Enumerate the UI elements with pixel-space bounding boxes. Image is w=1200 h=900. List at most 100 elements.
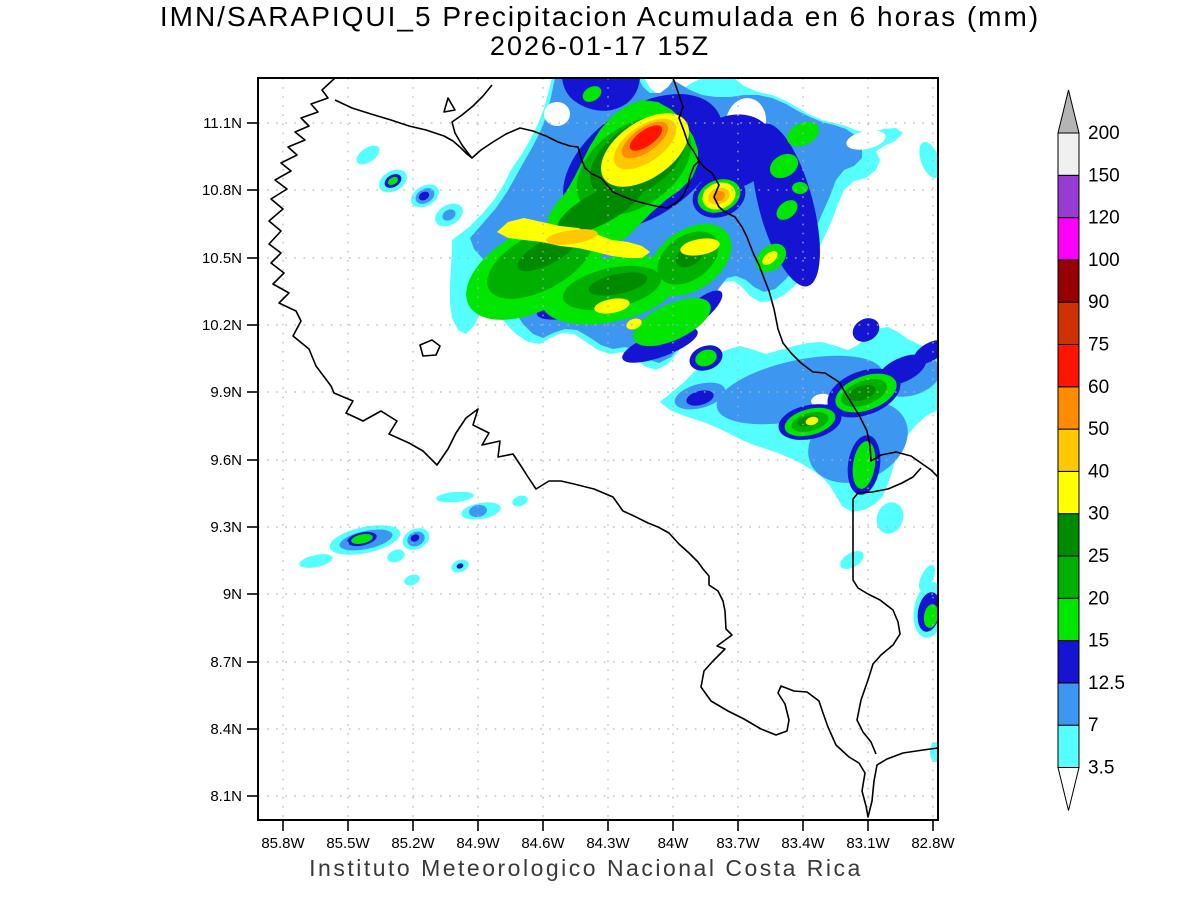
colorbar-segment bbox=[1057, 555, 1080, 599]
colorbar-segment bbox=[1057, 386, 1080, 430]
colorbar-level-label: 7 bbox=[1088, 715, 1099, 736]
colorbar-segment bbox=[1057, 724, 1080, 769]
lon-tick-label: 82.8W bbox=[911, 835, 955, 852]
precip-contour-fill bbox=[356, 145, 380, 165]
precip-contour-fill bbox=[776, 200, 798, 220]
precip-contour-fill bbox=[919, 141, 938, 179]
precip-contour-fill bbox=[546, 229, 598, 245]
colorbar-level-label: 100 bbox=[1088, 250, 1120, 271]
coastline-path bbox=[419, 339, 441, 357]
precip-contour-fill bbox=[436, 491, 474, 503]
lat-tick-label: 9.9N bbox=[210, 384, 242, 401]
precip-contour-fill bbox=[594, 298, 630, 314]
precip-contour-fill bbox=[805, 416, 819, 426]
precip-contour-fill bbox=[351, 534, 373, 544]
colorbar-segment bbox=[1057, 428, 1080, 472]
colorbar-level-label: 200 bbox=[1088, 123, 1120, 144]
coastline-path bbox=[672, 78, 938, 478]
colorbar-level-label: 12.5 bbox=[1088, 673, 1125, 694]
precip-contour-fill bbox=[588, 272, 648, 296]
colorbar-level-label: 75 bbox=[1088, 335, 1109, 356]
lat-tick-label: 11.1N bbox=[203, 115, 242, 132]
colorbar-segment bbox=[1057, 470, 1080, 515]
chart-subtitle-datetime: 2026-01-17 15Z bbox=[489, 31, 711, 62]
colorbar-segment bbox=[1057, 132, 1080, 176]
colorbar-level-label: 150 bbox=[1088, 165, 1120, 186]
lon-tick-label: 84.3W bbox=[586, 835, 630, 852]
precip-contour-fill bbox=[562, 78, 640, 111]
precip-contour-fill bbox=[848, 384, 876, 402]
lat-tick-label: 8.1N bbox=[210, 788, 242, 805]
colorbar-arrow-top bbox=[1057, 89, 1080, 134]
chart-title: IMN/SARAPIQUI_5 Precipitacion Acumulada … bbox=[159, 1, 1041, 32]
precip-contour-fill bbox=[544, 102, 570, 126]
precip-contour-fill bbox=[695, 349, 717, 367]
colorbar-segment bbox=[1057, 217, 1080, 261]
precip-contour-fill bbox=[876, 502, 904, 534]
lon-tick-label: 85.2W bbox=[391, 835, 435, 852]
lat-tick-label: 8.4N bbox=[210, 721, 242, 738]
axes: 11.1N 10.8N 10.5N 10.2N 9.9N 9.6N 9.3N 9N 8.7N 8.… bbox=[202, 115, 956, 852]
precipitation-shading bbox=[299, 78, 938, 762]
lon-tick-label: 83.7W bbox=[716, 835, 760, 852]
colorbar-level-label: 15 bbox=[1088, 631, 1109, 652]
colorbar-level-label: 90 bbox=[1088, 292, 1109, 313]
precip-contour-fill bbox=[930, 742, 938, 762]
lon-tick-label: 84W bbox=[658, 835, 690, 852]
colorbar-segment bbox=[1057, 513, 1080, 557]
lat-tick-label: 9.6N bbox=[210, 452, 242, 469]
precip-contour-fill bbox=[469, 504, 487, 518]
colorbar-segment bbox=[1057, 174, 1080, 219]
precip-contour-fill bbox=[792, 182, 808, 194]
lon-tick-label: 85.8W bbox=[261, 835, 305, 852]
precip-contour-fill bbox=[846, 130, 886, 150]
lon-tick-label: 83.1W bbox=[846, 835, 890, 852]
precip-contour-fill bbox=[404, 574, 420, 586]
precip-contour-fill bbox=[633, 297, 711, 347]
lon-tick-label: 83.4W bbox=[781, 835, 825, 852]
colorbar-segment bbox=[1057, 259, 1080, 303]
precip-contour-fill bbox=[556, 181, 644, 235]
colorbar-level-label: 60 bbox=[1088, 377, 1109, 398]
precip-contour-fill bbox=[680, 238, 720, 256]
precip-contour-fill bbox=[629, 125, 663, 151]
precip-contour-fill bbox=[811, 393, 831, 407]
coastline-path bbox=[268, 78, 938, 818]
colorbar-level-label: 20 bbox=[1088, 588, 1109, 609]
colorbar-arrow-bottom bbox=[1057, 767, 1080, 811]
lat-tick-label: 8.7N bbox=[210, 654, 242, 671]
colorbar-segment bbox=[1057, 301, 1080, 346]
precip-contour-fill bbox=[442, 209, 456, 221]
precip-contour-fill bbox=[762, 251, 778, 265]
precip-contour-fill bbox=[626, 318, 642, 330]
colorbar-level-label: 25 bbox=[1088, 546, 1109, 567]
precip-contour-fill bbox=[769, 153, 799, 179]
plot-frame bbox=[257, 77, 939, 821]
colorbar-level-label: 3.5 bbox=[1088, 758, 1114, 779]
colorbar-level-label: 30 bbox=[1088, 504, 1109, 525]
coastline-path bbox=[443, 97, 456, 113]
precip-contour-fill bbox=[918, 565, 936, 591]
coastline-path bbox=[451, 84, 493, 159]
precip-contour-fill bbox=[923, 604, 938, 628]
chart-title-block: IMN/SARAPIQUI_5 Precipitacion Acumulada … bbox=[0, 2, 1200, 61]
lat-tick-label: 9.3N bbox=[210, 519, 242, 536]
lon-tick-label: 84.6W bbox=[521, 835, 565, 852]
colorbar-level-label: 40 bbox=[1088, 461, 1109, 482]
lat-tick-label: 9N bbox=[223, 586, 242, 603]
colorbar-legend: 3.5 7 12.5 15 20 25 30 40 50 60 75 90 100 120 150 200 bbox=[1057, 89, 1125, 811]
precip-contour-fill bbox=[387, 176, 399, 186]
precip-contour-fill bbox=[512, 495, 528, 507]
precip-contour-fill bbox=[913, 340, 938, 364]
institution-caption: Instituto Meteorologico Nacional Costa R… bbox=[309, 855, 863, 881]
colorbar-level-label: 120 bbox=[1088, 208, 1120, 229]
coastline-path bbox=[852, 467, 922, 755]
lat-tick-label: 10.5N bbox=[202, 250, 242, 267]
precip-contour-fill bbox=[418, 191, 430, 201]
precip-contour-fill bbox=[410, 534, 420, 542]
lat-tick-label: 10.8N bbox=[202, 182, 242, 199]
precip-contour-fill bbox=[582, 86, 602, 102]
precip-contour-fill bbox=[852, 318, 880, 342]
coastline-path bbox=[334, 99, 700, 209]
